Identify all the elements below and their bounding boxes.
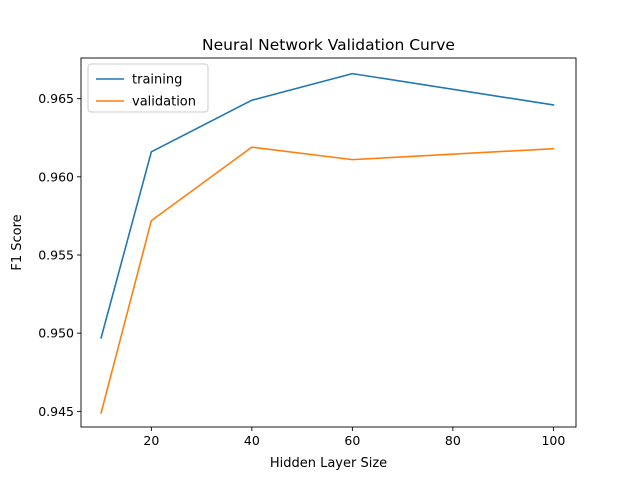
y-axis-label: F1 Score xyxy=(10,214,25,270)
y-tick-label: 0.945 xyxy=(38,404,74,419)
x-tick-label: 20 xyxy=(143,433,159,448)
axes-frame xyxy=(80,57,577,428)
x-tick-label: 80 xyxy=(445,433,461,448)
series-line-validation xyxy=(100,146,555,414)
legend-box xyxy=(87,63,209,113)
y-axis-ticks: 0.945 0.950 0.955 0.960 0.965 xyxy=(38,91,81,419)
y-tick-label: 0.960 xyxy=(38,169,74,184)
y-tick-label: 0.955 xyxy=(38,248,74,263)
x-tick-label: 60 xyxy=(344,433,360,448)
x-axis-label: Hidden Layer Size xyxy=(270,456,387,471)
plot-area xyxy=(100,72,555,414)
legend: training validation xyxy=(87,63,209,113)
axes: 20 40 60 80 100 0.945 0.950 0.955 0.960 0.965 xyxy=(38,57,577,448)
y-tick-label: 0.965 xyxy=(38,91,74,106)
series-line-training xyxy=(100,72,555,339)
x-axis-ticks: 20 40 60 80 100 xyxy=(143,427,565,448)
legend-label-validation: validation xyxy=(132,95,196,110)
x-tick-label: 100 xyxy=(541,433,565,448)
y-tick-label: 0.950 xyxy=(38,326,74,341)
x-tick-label: 40 xyxy=(244,433,260,448)
legend-label-training: training xyxy=(132,73,182,88)
chart-title: Neural Network Validation Curve xyxy=(202,36,455,54)
